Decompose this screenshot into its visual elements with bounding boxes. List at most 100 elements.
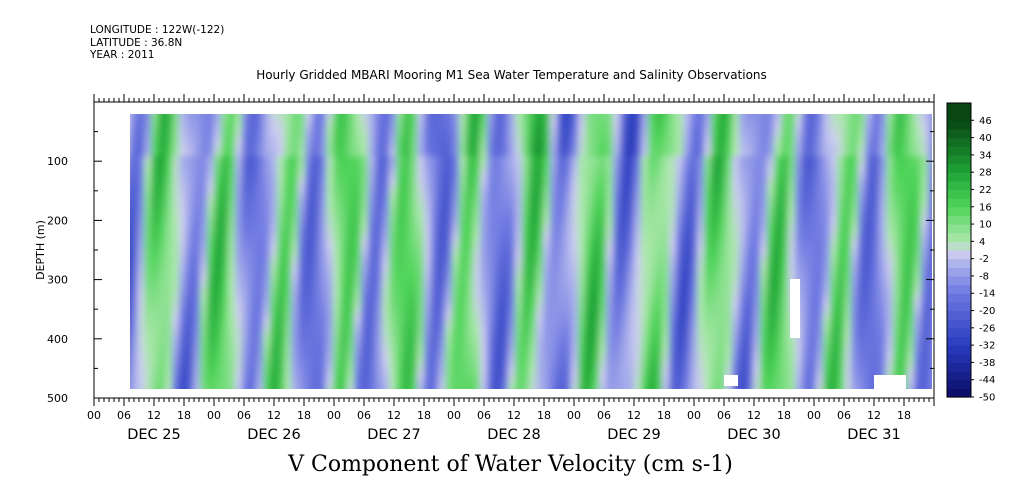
heatmap-cell (165, 359, 173, 367)
heatmap-cell (795, 373, 803, 381)
heatmap-cell (270, 184, 278, 192)
heatmap-cell (200, 359, 208, 367)
heatmap-cell (340, 289, 348, 297)
heatmap-cell (592, 114, 600, 122)
heatmap-cell (662, 310, 670, 318)
heatmap-cell (172, 149, 180, 157)
heatmap-cell (452, 380, 460, 388)
heatmap-cell (137, 254, 145, 262)
heatmap-cell (767, 359, 775, 367)
heatmap-cell (767, 219, 775, 227)
heatmap-cell (249, 247, 257, 255)
heatmap-cell (494, 191, 502, 199)
heatmap-cell (291, 303, 299, 311)
heatmap-cell (676, 331, 684, 339)
heatmap-cell (900, 289, 908, 297)
heatmap-cell (921, 114, 929, 115)
heatmap-cell (844, 317, 852, 325)
heatmap-cell (312, 121, 320, 129)
heatmap-cell (746, 282, 754, 290)
heatmap-cell (242, 352, 250, 360)
heatmap-cell (326, 156, 334, 164)
heatmap-cell (648, 184, 656, 192)
heatmap-cell (277, 170, 285, 178)
heatmap-cell (578, 142, 586, 150)
heatmap-cell (508, 345, 516, 353)
heatmap-cell (774, 366, 782, 374)
heatmap-cell (760, 163, 768, 171)
heatmap-cell (368, 296, 376, 304)
heatmap-cell (298, 282, 306, 290)
heatmap-cell (270, 331, 278, 339)
heatmap-cell (410, 303, 418, 311)
heatmap-cell (375, 212, 383, 220)
heatmap-cell (893, 289, 901, 297)
heatmap-cell (802, 247, 810, 255)
heatmap-cell (382, 219, 390, 227)
heatmap-cell (417, 261, 425, 269)
heatmap-cell (550, 156, 558, 164)
heatmap-cell (417, 345, 425, 353)
heatmap-cell (452, 114, 460, 122)
heatmap-cell (536, 135, 544, 143)
heatmap-cell (648, 233, 656, 241)
heatmap-cell (228, 156, 236, 164)
heatmap-cell (508, 275, 516, 283)
heatmap-cell (928, 212, 932, 220)
heatmap-cell (592, 380, 600, 388)
heatmap-cell (277, 275, 285, 283)
heatmap-cell (137, 114, 145, 115)
heatmap-cell (305, 142, 313, 150)
heatmap-cell (844, 149, 852, 157)
heatmap-cell (886, 331, 894, 339)
heatmap-cell (585, 135, 593, 143)
heatmap-cell (515, 156, 523, 164)
heatmap-cell (872, 317, 880, 325)
heatmap-cell (683, 289, 691, 297)
heatmap-cell (249, 240, 257, 248)
heatmap-cell (851, 114, 859, 115)
heatmap-cell (130, 212, 138, 220)
heatmap-cell (305, 387, 313, 389)
heatmap-cell (522, 296, 530, 304)
heatmap-cell (179, 275, 187, 283)
heatmap-cell (683, 156, 691, 164)
heatmap-cell (305, 226, 313, 234)
heatmap-cell (137, 128, 145, 136)
heatmap-cell (585, 177, 593, 185)
heatmap-cell (200, 338, 208, 346)
heatmap-cell (921, 233, 929, 241)
heatmap-cell (837, 205, 845, 213)
heatmap-cell (627, 142, 635, 150)
heatmap-cell (529, 303, 537, 311)
heatmap-cell (543, 261, 551, 269)
heatmap-cell (928, 114, 932, 115)
heatmap-cell (158, 352, 166, 360)
heatmap-cell (326, 142, 334, 150)
heatmap-cell (879, 296, 887, 304)
heatmap-cell (158, 212, 166, 220)
heatmap-cell (774, 191, 782, 199)
heatmap-cell (179, 163, 187, 171)
heatmap-cell (431, 163, 439, 171)
heatmap-cell (480, 338, 488, 346)
heatmap-cell (452, 233, 460, 241)
heatmap-cell (515, 303, 523, 311)
heatmap-cell (627, 114, 635, 115)
heatmap-cell (823, 310, 831, 318)
heatmap-cell (774, 163, 782, 171)
heatmap-cell (375, 163, 383, 171)
heatmap-cell (746, 198, 754, 206)
heatmap-cell (571, 226, 579, 234)
heatmap-cell (753, 121, 761, 129)
heatmap-cell (305, 135, 313, 143)
heatmap-cell (620, 303, 628, 311)
heatmap-cell (879, 359, 887, 367)
heatmap-cell (662, 289, 670, 297)
heatmap-cell (221, 198, 229, 206)
heatmap-cell (564, 296, 572, 304)
heatmap-cell (368, 352, 376, 360)
heatmap-cell (130, 247, 131, 255)
heatmap-cell (417, 352, 425, 360)
heatmap-cell (347, 240, 355, 248)
